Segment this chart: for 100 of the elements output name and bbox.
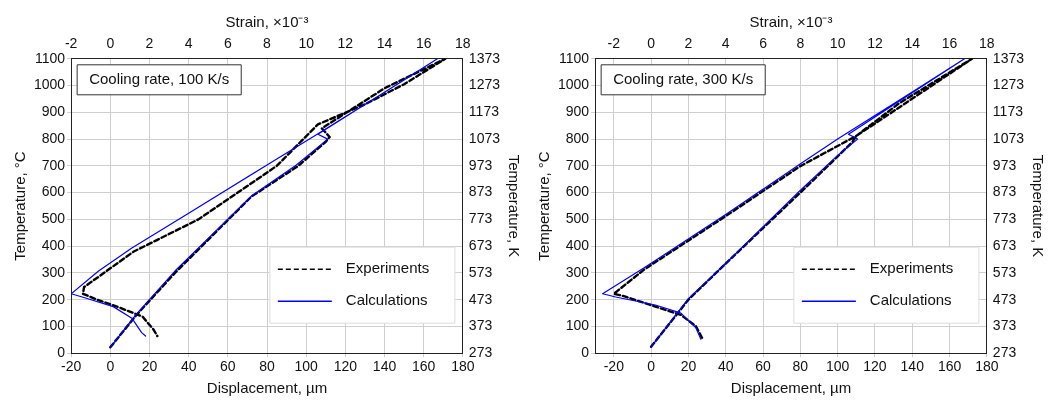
x-tick-label: 180 [451,358,475,375]
y-tick-label: 800 [565,129,590,146]
y2-tick-label: 1073 [468,129,501,146]
x2-tick-label: -2 [607,35,621,52]
x2-tick-label: 10 [298,35,315,52]
y-axis-title: Temperature, °C [535,151,553,261]
y-axis-title: Temperature, °C [11,151,29,261]
y2-tick-label: 773 [992,210,1017,227]
y-tick-label: 600 [565,183,590,200]
x-axis-title: Displacement, µm [730,379,852,397]
x-tick-label: 60 [220,358,236,375]
y-tick-label: 200 [565,290,590,307]
x-tick-label: 20 [141,358,158,375]
x2-tick-label: -2 [64,35,78,52]
x2-tick-label: 12 [867,35,883,52]
y-tick-label: 1100 [559,49,590,66]
x-tick-label: 0 [647,358,656,375]
x-tick-label: -20 [603,358,625,375]
x2-tick-label: 8 [263,35,272,52]
y2-tick-label: 973 [992,156,1017,173]
y-tick-label: 500 [41,210,66,227]
x2-tick-label: 14 [904,35,921,52]
y-tick-label: 800 [41,129,66,146]
y-tick-label: 1100 [35,49,66,66]
x-tick-label: 60 [755,358,772,375]
y-tick-label: 400 [565,237,590,253]
x2-tick-label: 14 [376,35,393,52]
x2-tick-label: 16 [941,35,958,52]
y-tick-label: 700 [565,156,590,173]
legend-label: Experiments [869,259,954,277]
y2-tick-label: 373 [468,317,493,334]
legend-label: Calculations [345,291,428,309]
x2-axis-title: Strain, ×10⁻³ [749,13,833,31]
y2-tick-label: 473 [468,290,493,307]
x2-tick-label: 4 [721,35,730,52]
y2-tick-label: 273 [992,344,1017,361]
x-tick-label: 80 [259,358,275,375]
x-axis-title: Displacement, µm [206,379,328,397]
y2-axis-title: Temperature, K [1029,154,1047,258]
x-tick-label: 140 [372,358,397,375]
y2-tick-label: 1373 [468,49,501,66]
x2-axis-title: Strain, ×10⁻³ [225,13,309,31]
y-tick-label: 300 [565,263,590,280]
annotation: Cooling rate, 300 K/s [613,69,754,87]
y-tick-label: 100 [41,317,66,334]
x-tick-label: -20 [61,358,82,375]
y2-tick-label: 1373 [992,49,1025,66]
y2-tick-label: 873 [992,183,1017,200]
y2-tick-label: 973 [468,156,493,173]
y2-tick-label: 673 [468,237,493,253]
y-tick-label: 100 [565,317,590,334]
y2-tick-label: 673 [992,237,1017,253]
x2-tick-label: 4 [184,35,193,52]
x2-tick-label: 6 [223,35,232,52]
x2-tick-label: 16 [415,35,432,52]
y-tick-label: 900 [41,103,66,120]
y-tick-label: 1000 [557,76,590,93]
x2-tick-label: 8 [796,35,805,52]
y-tick-label: 200 [41,290,66,307]
y2-tick-label: 1273 [992,76,1025,93]
x2-tick-label: 18 [455,35,471,52]
x-tick-label: 160 [937,358,962,375]
y-tick-label: 700 [41,156,66,173]
x-tick-label: 140 [900,358,925,375]
x-tick-label: 180 [975,358,999,375]
y-tick-label: 300 [41,263,66,280]
x2-tick-label: 6 [759,35,768,52]
x-tick-label: 120 [333,358,358,375]
legend-label: Calculations [869,291,952,309]
y2-tick-label: 273 [468,344,493,361]
y-tick-label: 1000 [33,76,66,93]
y2-tick-label: 1073 [992,129,1025,146]
y2-tick-label: 573 [468,263,493,280]
x2-tick-label: 0 [106,35,115,52]
y-tick-label: 0 [57,344,66,361]
x2-tick-label: 10 [829,35,846,52]
y2-tick-label: 373 [992,317,1017,334]
y2-tick-label: 1173 [468,103,500,120]
y-tick-label: 400 [41,237,66,253]
x-tick-label: 100 [825,358,850,375]
x-tick-label: 100 [294,358,319,375]
y-tick-label: 600 [41,183,66,200]
x-tick-label: 20 [680,358,697,375]
legend-label: Experiments [345,259,430,277]
y2-tick-label: 473 [992,290,1017,307]
y2-tick-label: 873 [468,183,493,200]
x2-tick-label: 0 [647,35,656,52]
x-tick-label: 0 [106,358,115,375]
y-tick-label: 900 [565,103,590,120]
y2-tick-label: 573 [992,263,1017,280]
y2-axis-title: Temperature, K [505,154,523,258]
x-tick-label: 160 [412,358,436,375]
x2-tick-label: 2 [145,35,154,52]
y-tick-label: 500 [565,210,590,227]
y2-tick-label: 1173 [992,103,1024,120]
x2-tick-label: 12 [337,35,354,52]
x-tick-label: 80 [792,358,809,375]
y-tick-label: 0 [581,344,590,361]
y2-tick-label: 773 [468,210,493,227]
x-tick-label: 120 [863,358,887,375]
